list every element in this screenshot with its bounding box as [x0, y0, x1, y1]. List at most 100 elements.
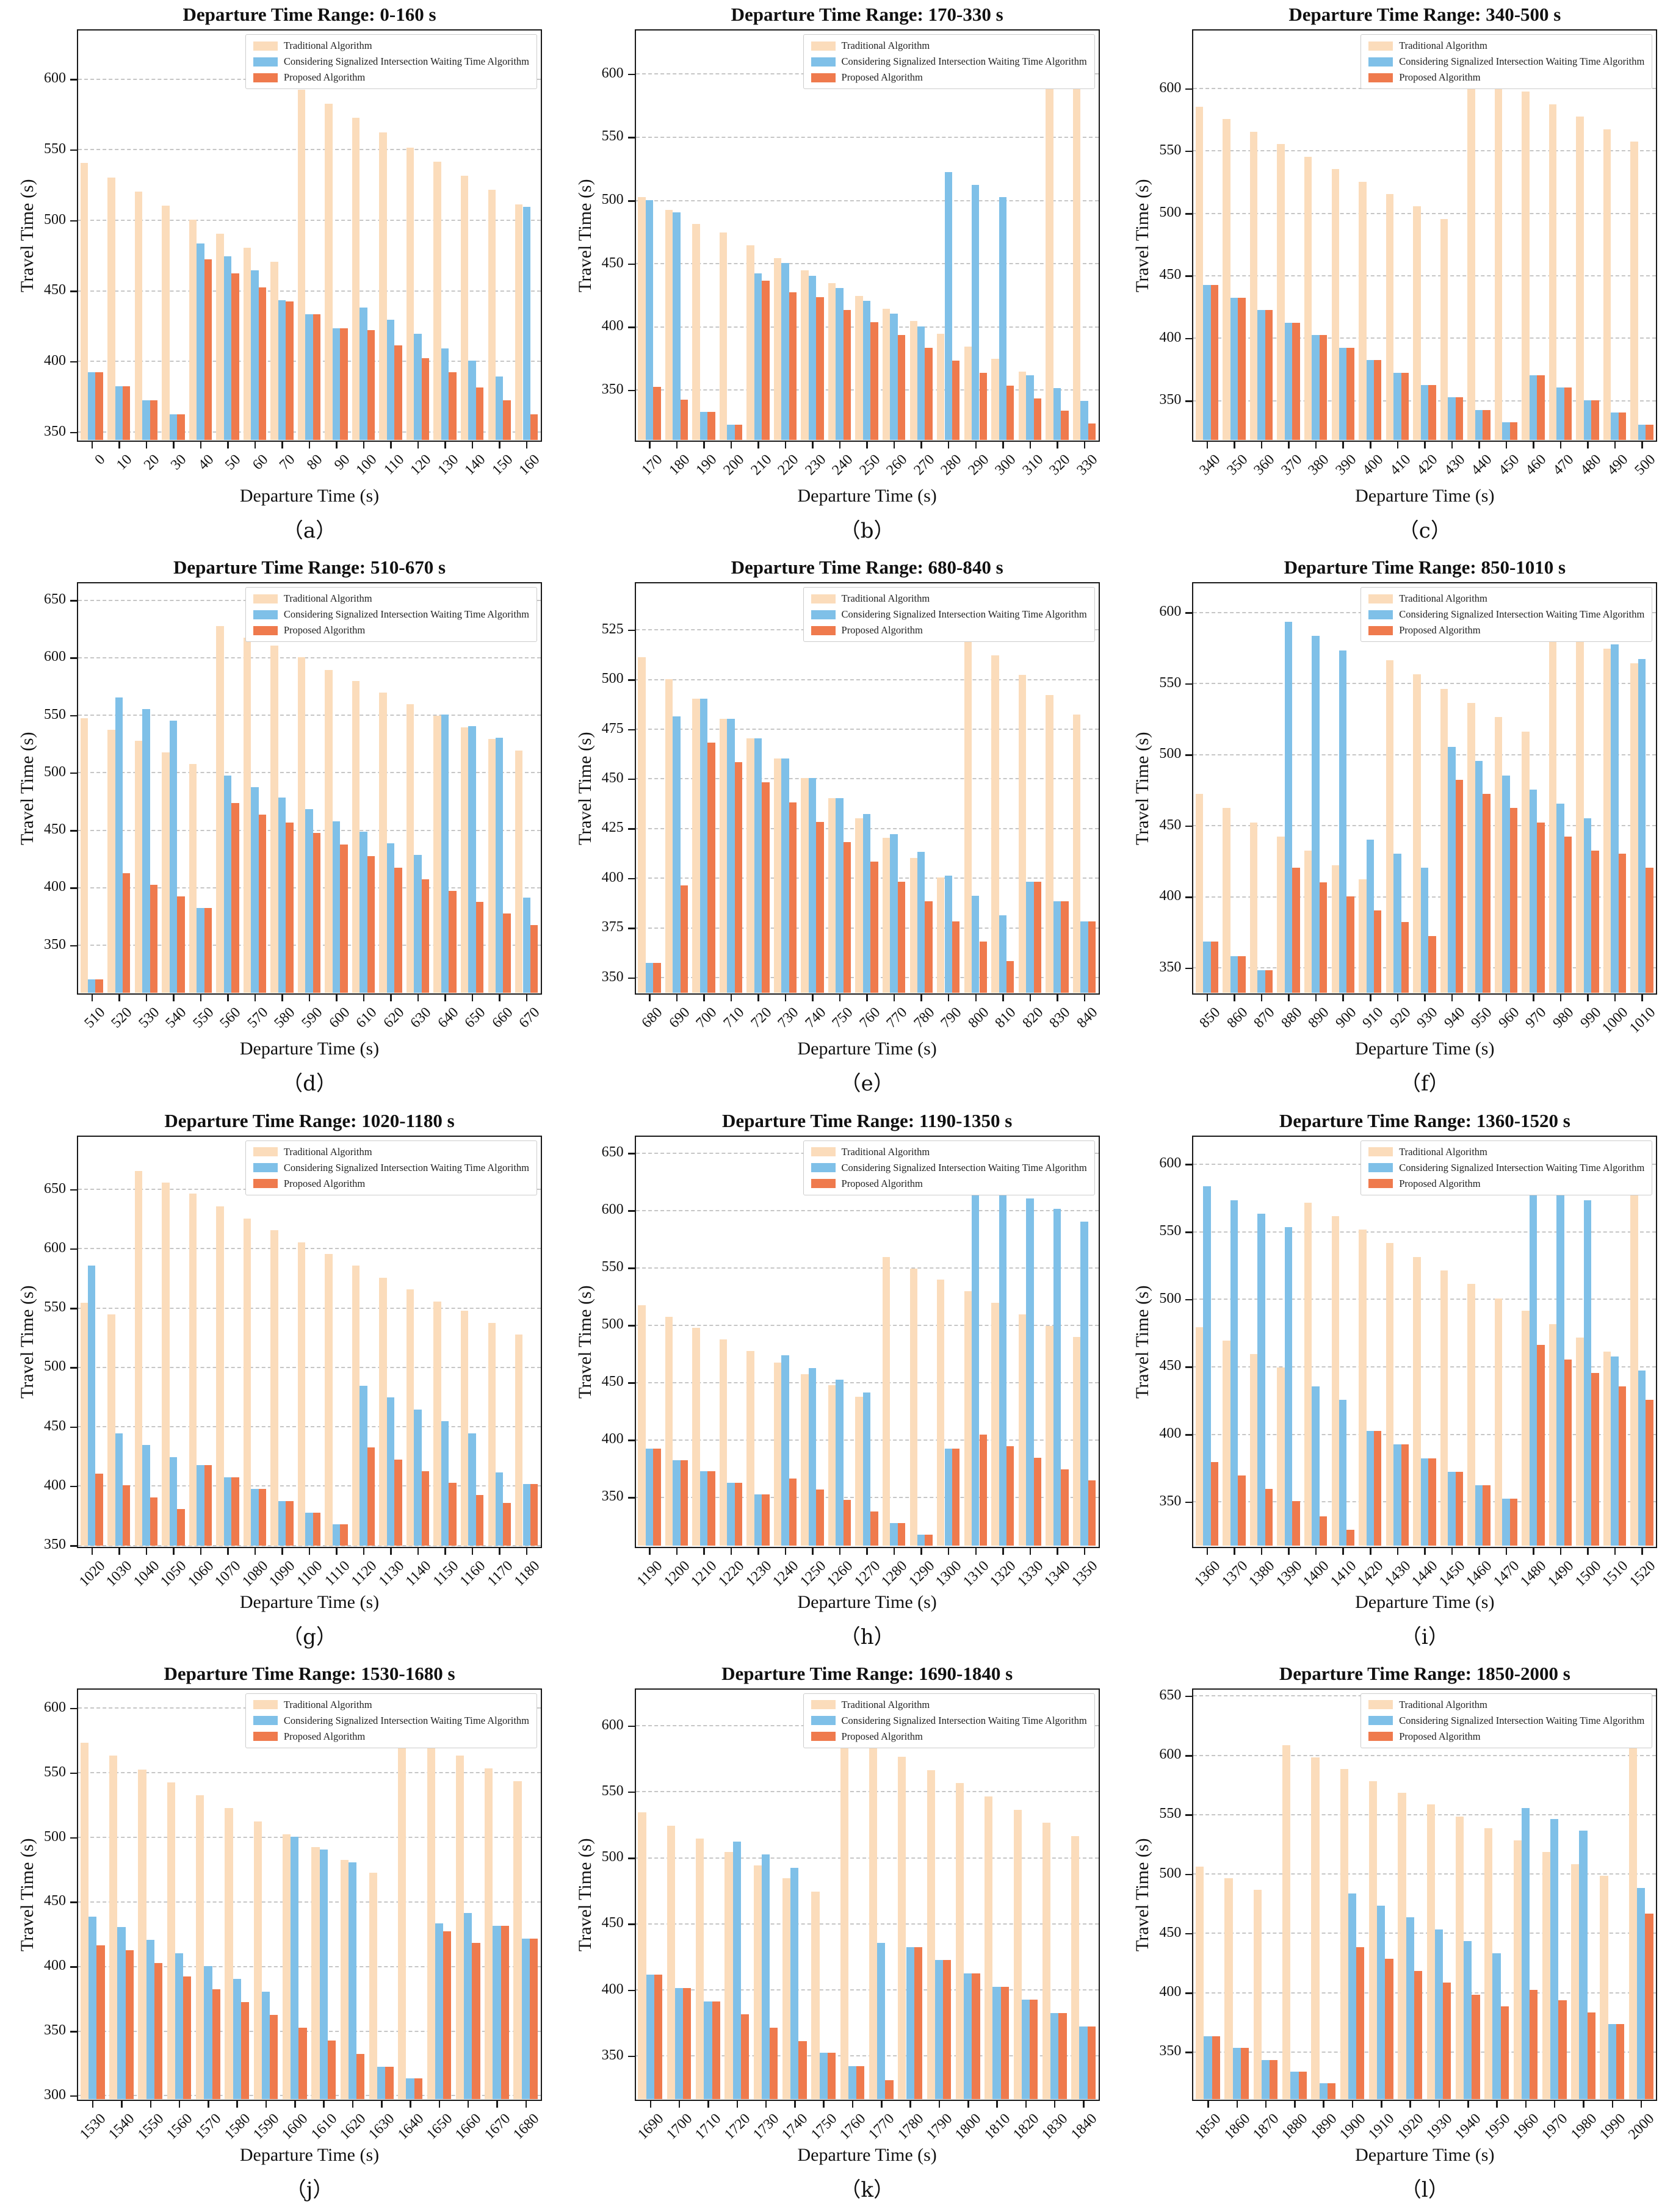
bar-proposed	[762, 281, 770, 440]
x-tick-mark	[1397, 1547, 1399, 1555]
bar-traditional	[753, 1865, 762, 2099]
chart-title: Departure Time Range: 1530-1680 s	[164, 1662, 455, 1684]
bar-traditional	[1628, 1728, 1638, 2099]
bar-traditional	[134, 741, 143, 993]
legend-label: Considering Signalized Intersection Wait…	[283, 608, 529, 621]
chart-title: Departure Time Range: 1020-1180 s	[164, 1109, 455, 1131]
x-tick-label: 730	[775, 1004, 802, 1032]
bar-traditional	[869, 1743, 878, 2099]
bar-traditional	[696, 1839, 704, 2099]
bar-traditional	[134, 191, 143, 440]
bar-proposed	[150, 1497, 157, 1546]
x-tick-label: 1740	[779, 2110, 811, 2143]
x-tick-mark	[1424, 995, 1426, 1002]
x-tick-mark	[1478, 995, 1480, 1002]
y-tick-mark	[70, 1966, 77, 1968]
bar-proposed	[816, 822, 824, 993]
y-tick-label: 350	[1159, 392, 1182, 408]
bar-waiting	[808, 778, 817, 993]
legend-label: Proposed Algorithm	[283, 1730, 366, 1742]
y-tick-mark	[70, 1189, 77, 1191]
bar-waiting	[1448, 747, 1456, 993]
x-tick-mark	[1260, 442, 1263, 449]
x-tick-mark	[200, 995, 202, 1002]
bar-traditional	[855, 295, 863, 440]
y-tick-mark	[627, 73, 635, 76]
bar-traditional	[1359, 181, 1367, 440]
bar-proposed	[1587, 2012, 1595, 2099]
bar-traditional	[1603, 649, 1611, 993]
subplot-letter-label: （b）	[839, 519, 895, 543]
bar-proposed	[1088, 423, 1096, 440]
bar-proposed	[680, 1460, 688, 1546]
bar-traditional	[243, 248, 251, 440]
x-tick-mark	[200, 1547, 202, 1555]
bar-traditional	[225, 1808, 233, 2099]
y-tick-mark	[70, 830, 77, 832]
bar-waiting	[1230, 297, 1238, 440]
bar-traditional	[460, 176, 469, 440]
bar-traditional	[964, 346, 972, 440]
x-tick-label: 1070	[212, 1557, 244, 1590]
legend: Traditional Algorithm Considering Signali…	[245, 1140, 537, 1195]
gridline	[1193, 1992, 1657, 1994]
legend-label: Proposed Algorithm	[841, 1177, 923, 1189]
bar-waiting	[1393, 372, 1401, 440]
bar-proposed	[367, 330, 375, 440]
x-axis-label: Departure Time (s)	[1355, 1039, 1495, 1059]
y-tick-mark	[1185, 1164, 1193, 1165]
x-tick-mark	[467, 2100, 469, 2108]
bar-waiting	[727, 425, 735, 440]
x-tick-mark	[1614, 995, 1616, 1002]
bar-traditional	[1224, 1878, 1233, 2099]
bar-proposed	[1618, 412, 1627, 440]
gridline	[635, 679, 1099, 680]
bar-proposed	[1401, 1444, 1409, 1546]
bar-traditional	[134, 1170, 143, 1546]
chart-title: Departure Time Range: 1190-1350 s	[722, 1109, 1013, 1131]
x-tick-label: 790	[938, 1004, 965, 1032]
x-tick-label: 1490	[1545, 1557, 1577, 1590]
bar-waiting	[972, 184, 980, 440]
y-tick-mark	[1185, 1231, 1193, 1233]
bar-proposed	[1238, 956, 1246, 993]
bar-proposed	[1646, 1400, 1653, 1546]
x-tick-mark	[893, 1547, 895, 1555]
y-tick-label: 650	[44, 591, 66, 608]
gridline	[78, 290, 541, 292]
bar-waiting	[1284, 622, 1293, 993]
legend-item: Proposed Algorithm	[253, 1731, 529, 1743]
subplot-letter-label: （c）	[1398, 519, 1451, 543]
x-tick-label: 700	[693, 1004, 720, 1032]
bar-traditional	[773, 758, 782, 993]
y-tick-label: 550	[1159, 1806, 1182, 1822]
bar-traditional	[909, 1268, 917, 1546]
x-tick-mark	[649, 1547, 651, 1555]
bar-proposed	[204, 1465, 212, 1546]
bar-proposed	[286, 823, 294, 993]
x-tick-label: 120	[407, 452, 435, 478]
bar-waiting	[890, 834, 898, 993]
bar-proposed	[1537, 375, 1545, 440]
x-tick-mark	[1397, 995, 1399, 1002]
bar-proposed	[885, 2080, 894, 2099]
bar-proposed	[1428, 1458, 1436, 1546]
bar-waiting	[1080, 400, 1088, 440]
traditional-swatch	[253, 41, 278, 51]
bar-traditional	[692, 1328, 700, 1546]
x-tick-mark	[851, 2100, 854, 2108]
x-tick-mark	[707, 2100, 709, 2108]
x-tick-label: 1110	[321, 1557, 353, 1589]
legend: Traditional Algorithm Considering Signali…	[803, 34, 1095, 89]
x-tick-label: 1080	[239, 1557, 272, 1590]
bar-traditional	[1046, 67, 1053, 440]
x-tick-mark	[1029, 995, 1032, 1002]
y-tick-label: 600	[601, 1717, 624, 1733]
legend-item: Considering Signalized Intersection Wait…	[253, 1715, 529, 1727]
bar-proposed	[177, 896, 185, 993]
legend-label: Traditional Algorithm	[1399, 40, 1487, 51]
x-tick-label: 1020	[76, 1557, 109, 1590]
subplot-letter-label: （h）	[839, 1624, 895, 1649]
bar-waiting	[1637, 1887, 1646, 2099]
bar-proposed	[653, 963, 661, 993]
